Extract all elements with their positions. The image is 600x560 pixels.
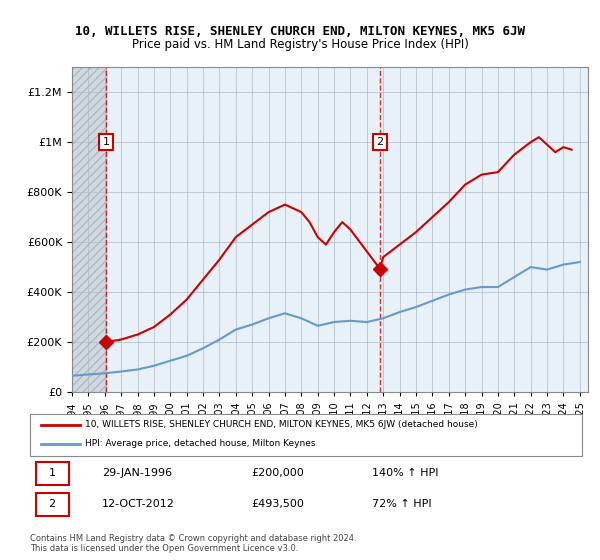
Text: 10, WILLETS RISE, SHENLEY CHURCH END, MILTON KEYNES, MK5 6JW (detached house): 10, WILLETS RISE, SHENLEY CHURCH END, MI… xyxy=(85,421,478,430)
Text: £493,500: £493,500 xyxy=(251,500,304,509)
Text: 140% ↑ HPI: 140% ↑ HPI xyxy=(372,468,439,478)
FancyBboxPatch shape xyxy=(35,462,68,485)
Text: 1: 1 xyxy=(103,137,110,147)
Text: Contains HM Land Registry data © Crown copyright and database right 2024.
This d: Contains HM Land Registry data © Crown c… xyxy=(30,534,356,553)
Text: 29-JAN-1996: 29-JAN-1996 xyxy=(102,468,172,478)
Text: 2: 2 xyxy=(49,500,56,509)
Text: 1: 1 xyxy=(49,468,56,478)
Text: 2: 2 xyxy=(376,137,383,147)
Bar xyxy=(72,67,106,392)
Text: Price paid vs. HM Land Registry's House Price Index (HPI): Price paid vs. HM Land Registry's House … xyxy=(131,38,469,51)
FancyBboxPatch shape xyxy=(35,493,68,516)
FancyBboxPatch shape xyxy=(30,414,582,456)
Text: HPI: Average price, detached house, Milton Keynes: HPI: Average price, detached house, Milt… xyxy=(85,439,316,449)
Text: 12-OCT-2012: 12-OCT-2012 xyxy=(102,500,175,509)
Text: 10, WILLETS RISE, SHENLEY CHURCH END, MILTON KEYNES, MK5 6JW: 10, WILLETS RISE, SHENLEY CHURCH END, MI… xyxy=(75,25,525,38)
Text: £200,000: £200,000 xyxy=(251,468,304,478)
Text: 72% ↑ HPI: 72% ↑ HPI xyxy=(372,500,432,509)
